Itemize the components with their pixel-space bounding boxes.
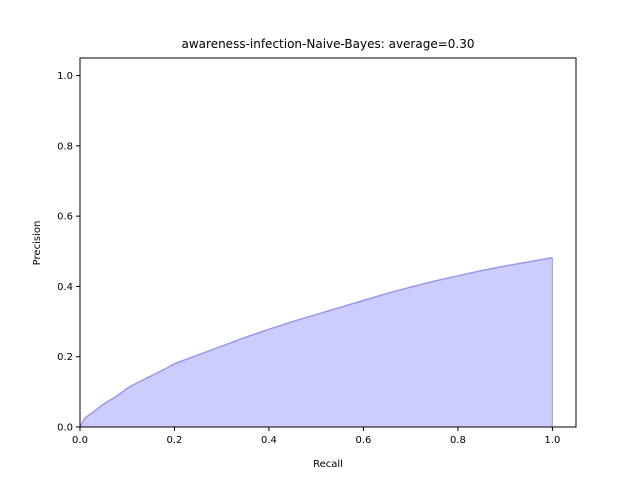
x-axis-label: Recall <box>313 459 343 470</box>
y-axis-label: Precision <box>32 221 43 266</box>
y-tick-label: 0.6 <box>57 212 73 223</box>
y-tick-label: 0.2 <box>57 352 73 363</box>
y-tick-label: 0.4 <box>57 282 73 293</box>
y-tick-label: 0.0 <box>57 423 73 434</box>
axes-frame <box>79 57 577 428</box>
x-tick-label: 0.2 <box>167 435 183 446</box>
x-tick-label: 0.6 <box>355 435 371 446</box>
chart-title: awareness-infection-Naive-Bayes: average… <box>182 37 475 51</box>
x-tick-label: 0.8 <box>450 435 466 446</box>
area-series-0 <box>80 257 553 427</box>
y-tick-label: 1.0 <box>57 71 73 82</box>
x-tick-label: 0.0 <box>72 435 88 446</box>
y-tick-label: 0.8 <box>57 141 73 152</box>
curve-line-series-0 <box>79 256 553 428</box>
x-tick-label: 0.4 <box>261 435 277 446</box>
x-tick-label: 1.0 <box>544 435 560 446</box>
